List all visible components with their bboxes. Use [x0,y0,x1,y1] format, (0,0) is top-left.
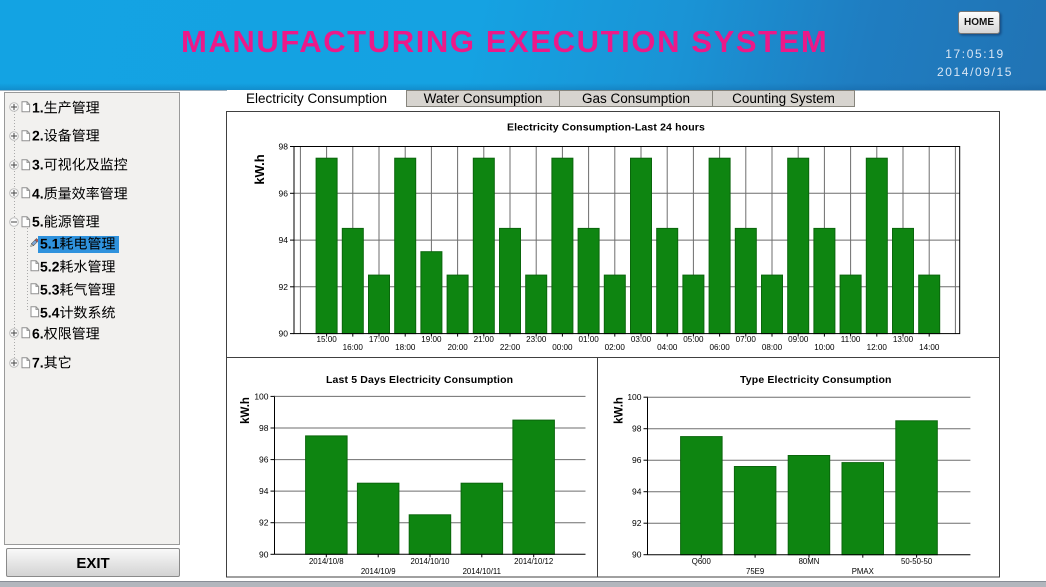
svg-text:90: 90 [632,550,642,560]
svg-text:90: 90 [279,329,289,339]
svg-text:96: 96 [259,455,269,465]
svg-text:07:00: 07:00 [736,335,757,344]
svg-text:05:00: 05:00 [683,335,704,344]
svg-text:08:00: 08:00 [762,343,783,352]
svg-text:19:00: 19:00 [421,335,442,344]
svg-text:Q600: Q600 [692,557,712,566]
svg-text:100: 100 [254,391,268,401]
svg-text:Type Electricity Consumption: Type Electricity Consumption [740,374,892,386]
svg-text:13:00: 13:00 [893,335,914,344]
svg-text:kW.h: kW.h [614,397,626,424]
svg-text:100: 100 [627,392,641,402]
svg-text:80MN: 80MN [799,557,820,566]
svg-text:14:00: 14:00 [919,343,940,352]
svg-text:16:00: 16:00 [343,343,364,352]
svg-text:98: 98 [259,423,269,433]
svg-text:94: 94 [279,235,289,245]
svg-text:2014/10/12: 2014/10/12 [514,557,553,566]
svg-text:2014/10/8: 2014/10/8 [309,557,344,566]
svg-text:90: 90 [259,549,269,559]
svg-text:09:00: 09:00 [788,335,809,344]
svg-text:98: 98 [632,424,642,434]
svg-text:75E9: 75E9 [746,567,764,576]
svg-text:02:00: 02:00 [605,343,626,352]
svg-text:22:00: 22:00 [500,343,521,352]
svg-text:Electricity Consumption-Last 2: Electricity Consumption-Last 24 hours [507,122,705,134]
svg-text:01:00: 01:00 [578,335,599,344]
svg-text:92: 92 [632,518,642,528]
svg-text:10:00: 10:00 [814,343,835,352]
svg-text:kW.h: kW.h [252,154,267,184]
svg-text:96: 96 [632,455,642,465]
svg-text:15:00: 15:00 [316,335,337,344]
svg-text:00:00: 00:00 [552,343,573,352]
svg-text:PMAX: PMAX [852,567,875,576]
svg-text:11:00: 11:00 [841,335,861,344]
svg-text:kW.h: kW.h [240,397,252,424]
svg-text:18:00: 18:00 [395,343,416,352]
svg-text:98: 98 [279,142,289,152]
svg-text:92: 92 [279,282,289,292]
svg-text:12:00: 12:00 [867,343,888,352]
svg-text:04:00: 04:00 [657,343,678,352]
svg-text:2014/10/9: 2014/10/9 [361,567,396,576]
svg-text:94: 94 [632,487,642,497]
svg-text:96: 96 [279,188,289,198]
svg-text:17:00: 17:00 [369,335,390,344]
svg-text:21:00: 21:00 [474,335,495,344]
svg-text:2014/10/10: 2014/10/10 [410,557,450,566]
svg-text:2014/10/11: 2014/10/11 [463,567,501,576]
svg-text:50-50-50: 50-50-50 [901,557,933,566]
svg-text:92: 92 [259,518,269,528]
svg-text:20:00: 20:00 [447,343,468,352]
svg-text:06:00: 06:00 [709,343,730,352]
svg-text:03:00: 03:00 [631,335,652,344]
svg-text:Last 5 Days Electricity Consum: Last 5 Days Electricity Consumption [326,374,513,386]
svg-text:94: 94 [259,486,269,496]
svg-text:23:00: 23:00 [526,335,547,344]
